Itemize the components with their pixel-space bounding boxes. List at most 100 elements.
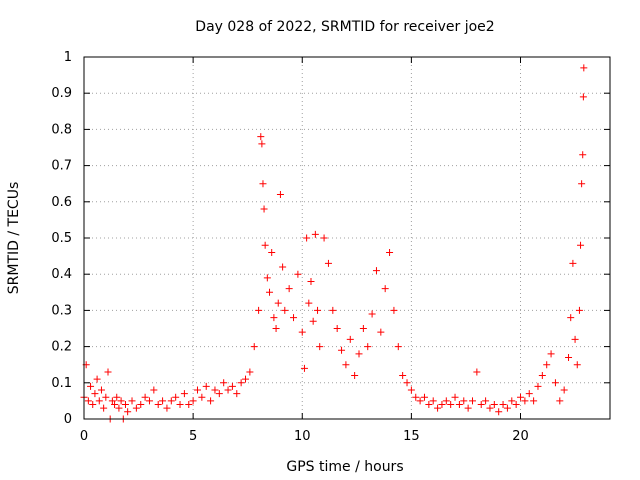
data-point [237,379,245,387]
data-point [128,397,136,405]
data-point [412,393,420,401]
data-point [276,191,284,199]
data-point [250,343,258,351]
data-point [403,379,411,387]
y-tick-label: 0.2 [51,340,72,355]
data-point [320,234,328,242]
data-point [394,343,402,351]
data-point [272,325,280,332]
data-point [263,274,271,282]
data-point [233,390,241,398]
data-point [176,401,184,409]
data-point [338,346,346,354]
data-point [565,353,573,361]
data-point [578,180,586,188]
data-point [132,404,140,412]
data-point [455,401,463,409]
data-point [316,343,324,351]
data-point [381,285,389,293]
data-point [580,64,588,72]
data-point [279,263,287,271]
x-tick-label: 20 [512,429,529,444]
data-point [543,361,551,369]
grid-lines [84,57,610,419]
data-point [300,364,308,372]
data-point [329,306,337,314]
data-point [534,382,542,390]
data-point [180,390,188,398]
data-point [202,382,210,390]
data-point [517,393,525,401]
x-tick-label: 10 [294,429,311,444]
data-point [189,397,197,405]
data-point [525,390,533,398]
x-tick-label: 15 [403,429,420,444]
data-point [113,393,121,401]
y-tick-label: 0.9 [51,86,72,101]
data-point [447,401,455,409]
data-point [420,393,428,401]
data-point [468,397,476,405]
data-point [266,288,274,296]
x-axis-label: GPS time / hours [286,459,403,475]
data-point [573,361,581,369]
y-tick-label: 0 [64,412,72,427]
data-point [220,379,228,387]
data-point [207,397,215,405]
data-point [377,328,385,336]
data-point [342,361,350,369]
data-point [314,306,322,314]
data-point [242,375,250,383]
data-point [290,314,298,322]
data-point [575,306,583,314]
data-point [460,397,468,405]
data-point [351,372,359,380]
y-tick-label: 0.6 [51,195,72,210]
data-point [442,397,450,405]
data-point [97,386,105,394]
data-point [499,401,507,409]
data-point [579,93,587,101]
data-point [163,404,171,412]
data-point [285,285,293,293]
data-point [324,259,332,267]
data-point [355,350,363,358]
data-point [93,375,101,383]
data-point [309,317,317,325]
y-tick-label: 0.8 [51,122,72,137]
y-tick-label: 0.4 [51,267,72,282]
y-axis-ticks: 0 0.1 0.2 0.3 0.4 0.5 0.6 0.7 0.8 0.9 1 [51,50,610,427]
data-point [333,325,341,332]
data-point [298,328,306,336]
data-point [172,393,180,401]
x-tick-label: 0 [80,429,88,444]
data-point [84,397,92,405]
data-point [154,401,162,409]
data-point [495,408,503,416]
data-point [121,401,129,409]
data-point [521,397,529,405]
data-point [303,234,311,242]
data-point [569,259,577,267]
data-point [551,379,559,387]
data-point [577,241,585,249]
data-point [215,390,223,398]
data-point [305,299,313,307]
data-point [102,393,110,401]
data-point [407,386,415,394]
data-point [167,397,175,405]
y-tick-label: 0.1 [51,376,72,391]
data-point [111,401,119,409]
data-point [198,393,206,401]
data-point [100,404,108,412]
data-point [224,386,232,394]
data-point [91,390,99,398]
data-point [490,401,498,409]
data-point [482,397,490,405]
data-point [258,140,266,148]
data-point [311,230,319,238]
data-point [538,372,546,380]
data-point [429,397,437,405]
data-point [567,314,575,322]
